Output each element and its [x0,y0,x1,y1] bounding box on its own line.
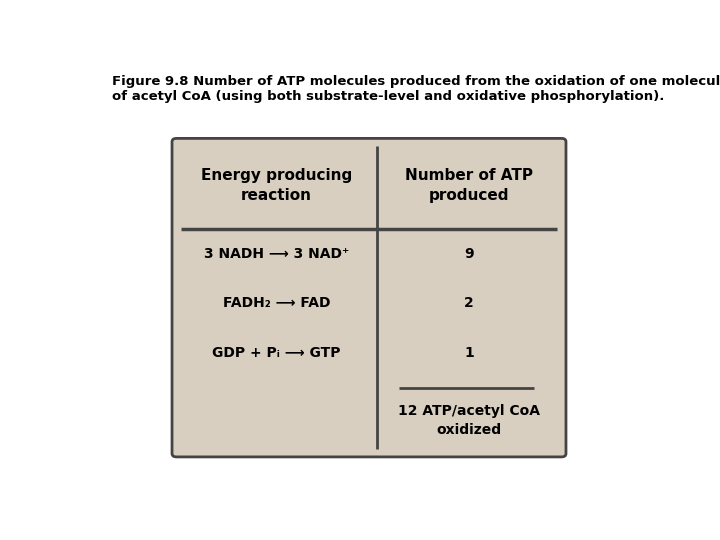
Text: 1: 1 [464,346,474,360]
Text: Figure 9.8 Number of ATP molecules produced from the oxidation of one molecule
o: Figure 9.8 Number of ATP molecules produ… [112,75,720,103]
Text: Number of ATP
produced: Number of ATP produced [405,168,533,203]
Text: GDP + Pᵢ ⟶ GTP: GDP + Pᵢ ⟶ GTP [212,346,341,360]
Text: FADH₂ ⟶ FAD: FADH₂ ⟶ FAD [223,296,330,310]
Text: 9: 9 [464,247,474,261]
FancyBboxPatch shape [172,138,566,457]
Text: 12 ATP/acetyl CoA
oxidized: 12 ATP/acetyl CoA oxidized [398,404,540,437]
Text: 3 NADH ⟶ 3 NAD⁺: 3 NADH ⟶ 3 NAD⁺ [204,247,349,261]
Text: Energy producing
reaction: Energy producing reaction [201,168,352,203]
Text: 2: 2 [464,296,474,310]
